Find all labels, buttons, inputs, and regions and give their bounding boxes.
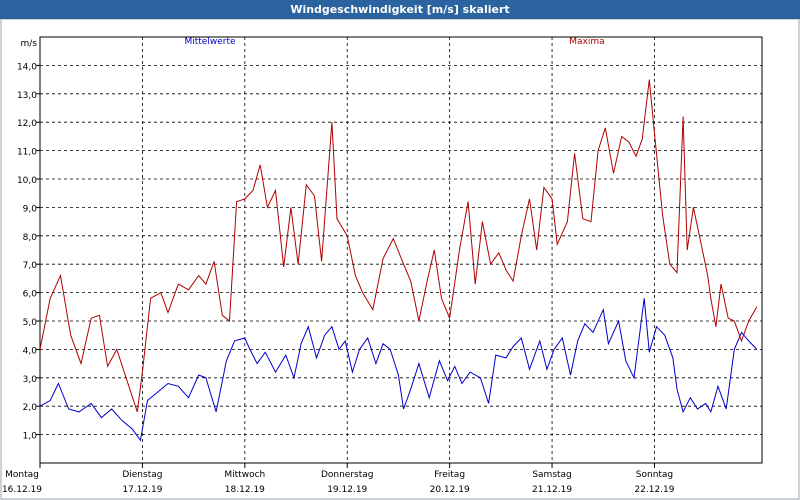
x-tick-date: 17.12.19 [122,485,162,495]
x-tick-date: 20.12.19 [430,485,470,495]
y-tick-label: 6,0 [23,290,38,300]
y-tick-label: 14,0 [17,62,37,72]
plot-area [39,36,763,464]
x-tick-date: 22.12.19 [634,485,674,495]
series-line-max [39,79,758,413]
x-axis: Montag 16.12.19 Dienstag 17.12.19 Mittwoch 18… [2,463,675,495]
y-tick-label: 8,0 [23,233,38,243]
chart-title: Windgeschwindigkeit [m/s] skaliert [0,0,800,19]
x-tick-date: 18.12.19 [225,485,265,495]
x-tick-weekday: Freitag [434,470,465,480]
series-group [39,79,758,442]
y-tick-label: 2,0 [23,403,38,413]
y-tick-label: 9,0 [23,204,38,214]
grid [39,36,763,464]
y-tick-label: 4,0 [23,346,38,356]
series-line-mean [39,298,758,442]
legend-max: Maxima [569,37,604,47]
x-tick-weekday: Samstag [532,470,571,480]
wind-speed-chart: 1,0 2,0 3,0 4,0 5,0 6,0 7,0 8,0 9,0 10,0 11,0 12,0 1… [0,19,800,500]
x-tick-weekday: Sonntag [636,470,673,480]
x-tick-date: 19.12.19 [327,485,367,495]
y-tick-label: 7,0 [23,261,38,271]
y-tick-label: 3,0 [23,375,38,385]
y-tick-label: 5,0 [23,318,38,328]
y-tick-label: 1,0 [23,432,38,442]
chart-frame [0,19,800,500]
y-tick-label: 13,0 [17,91,37,101]
x-tick-weekday: Montag [5,470,39,480]
y-axis-label: m/s [21,39,38,49]
y-tick-label: 12,0 [17,119,37,129]
x-tick-date: 21.12.19 [532,485,572,495]
y-axis: 1,0 2,0 3,0 4,0 5,0 6,0 7,0 8,0 9,0 10,0 11,0 12,0 1… [17,39,40,442]
y-tick-label: 11,0 [17,148,37,158]
x-tick-weekday: Mittwoch [224,470,265,480]
x-tick-weekday: Donnerstag [321,470,374,480]
legend: Mittelwerte Maxima [184,37,604,47]
x-tick-date: 16.12.19 [2,485,42,495]
y-tick-label: 10,0 [17,176,37,186]
x-tick-weekday: Dienstag [122,470,162,480]
legend-mean: Mittelwerte [184,37,235,47]
